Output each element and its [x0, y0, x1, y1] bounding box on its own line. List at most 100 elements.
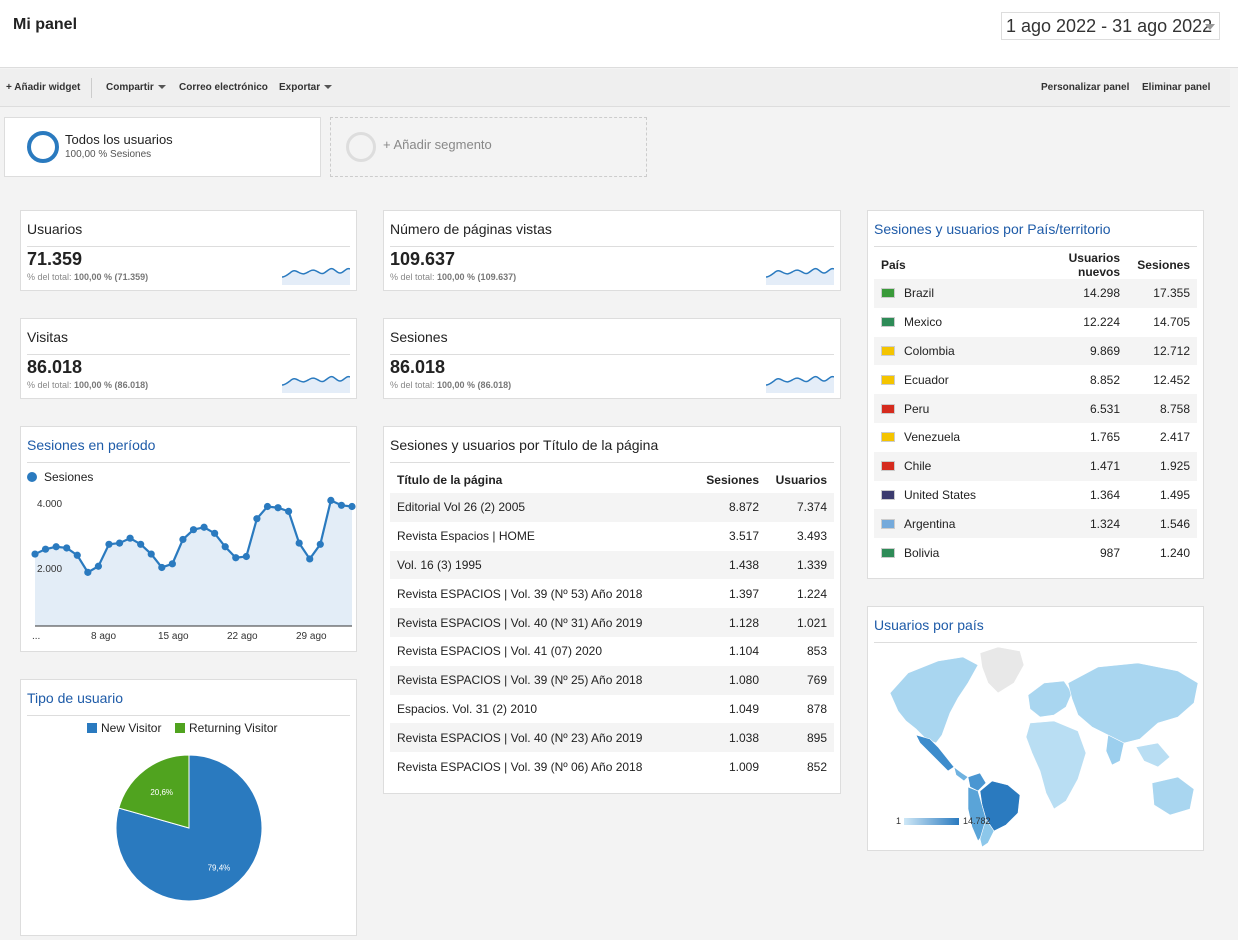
share-menu-button[interactable]: Compartir [106, 82, 166, 93]
metric-total-value: 100,00 % (86.018) [74, 380, 149, 390]
pages-table: Título de la página Sesiones Usuarios Ed… [390, 467, 834, 781]
page-title-cell[interactable]: Revista ESPACIOS | Vol. 41 (07) 2020 [397, 644, 602, 659]
page-title-cell[interactable]: Revista ESPACIOS | Vol. 39 (Nº 06) Año 2… [397, 759, 643, 774]
country-name[interactable]: Chile [904, 459, 932, 474]
data-point [105, 540, 113, 548]
metric-title: Sesiones [390, 329, 448, 345]
toolbar: + Añadir widget Compartir Correo electró… [0, 69, 1230, 107]
legend-swatch [87, 723, 97, 733]
chart-title: Sesiones en período [27, 437, 156, 453]
data-point [31, 550, 39, 558]
metric-total: % del total: 100,00 % (71.359) [27, 272, 148, 282]
data-point [115, 539, 124, 547]
page-title-cell[interactable]: Revista ESPACIOS | Vol. 40 (Nº 31) Año 2… [390, 608, 696, 637]
column-header[interactable]: Usuarios [775, 473, 827, 487]
data-point [94, 562, 102, 570]
country-name[interactable]: Colombia [904, 343, 955, 358]
pie-slice-label: 79,4% [208, 864, 231, 873]
column-header[interactable]: País [881, 258, 906, 272]
africa-region [1025, 720, 1087, 810]
metric-value: 71.359 [27, 249, 83, 269]
world-map[interactable]: 1 14.782 [868, 643, 1203, 848]
export-menu-button[interactable]: Exportar [279, 82, 333, 93]
data-point [348, 502, 356, 511]
table-row: Argentina 1.324 1.546 [874, 509, 1197, 539]
sessions-cell: 1.925 [1127, 451, 1197, 481]
divider [27, 246, 350, 247]
pie-slice[interactable] [118, 754, 190, 829]
pie-slice-label: 20,6% [150, 788, 173, 797]
country-name[interactable]: Ecuador [904, 372, 949, 387]
chevron-down-icon [1205, 24, 1215, 30]
toolbar-divider [91, 78, 92, 98]
page-title-cell[interactable]: Vol. 16 (3) 1995 [390, 550, 696, 580]
share-label: Compartir [106, 82, 154, 93]
x-tick-label: ... [32, 631, 40, 642]
sessions-cell: 1.240 [1159, 545, 1190, 560]
segment-all-users[interactable]: Todos los usuarios 100,00 % Sesiones [4, 117, 321, 177]
new-users-cell: 8.852 [1089, 372, 1120, 387]
table-row: Editorial Vol 26 (2) 2005 8.872 7.374 [390, 493, 834, 522]
sparkline [766, 375, 834, 393]
users-cell: 1.021 [766, 608, 834, 637]
metric-total-prefix: % del total: [27, 380, 75, 390]
north-america-region [889, 656, 979, 744]
greenland-region [979, 646, 1025, 694]
new-users-cell: 1.364 [1089, 487, 1120, 502]
column-header[interactable]: Sesiones [1137, 258, 1190, 272]
users-cell: 769 [766, 665, 834, 695]
page-title-cell[interactable]: Revista ESPACIOS | Vol. 39 (Nº 53) Año 2… [397, 586, 643, 601]
page-title-cell[interactable]: Revista Espacios | HOME [397, 529, 535, 544]
page-title-cell[interactable]: Revista ESPACIOS | Vol. 39 (Nº 25) Año 2… [390, 665, 696, 695]
sparkline [282, 375, 350, 393]
country-name[interactable]: Venezuela [904, 430, 961, 445]
country-name[interactable]: Peru [904, 401, 930, 416]
map-title: Usuarios por país [874, 617, 984, 633]
metric-total: % del total: 100,00 % (109.637) [390, 272, 516, 282]
data-point [274, 504, 282, 512]
country-name[interactable]: Argentina [904, 516, 956, 531]
table-row: Mexico 12.224 14.705 [874, 308, 1197, 337]
delete-dashboard-button[interactable]: Eliminar panel [1142, 82, 1211, 93]
map-card: Usuarios por país 1 14.782 [867, 606, 1204, 851]
sessions-chart-card: Sesiones en período Sesiones 4.000 2.000… [20, 426, 357, 652]
table-row: Espacios. Vol. 31 (2) 2010 1.049 878 [390, 695, 834, 724]
page-title-cell[interactable]: Editorial Vol 26 (2) 2005 [390, 493, 696, 522]
header: Mi panel 1 ago 2022 - 31 ago 2022 [0, 0, 1238, 68]
y-tick-label: 2.000 [37, 564, 62, 575]
email-button[interactable]: Correo electrónico [179, 82, 268, 93]
customize-dashboard-button[interactable]: Personalizar panel [1041, 82, 1130, 93]
country-name[interactable]: Mexico [904, 315, 943, 330]
users-cell: 852 [806, 759, 827, 774]
add-segment-button[interactable]: + Añadir segmento [330, 117, 647, 177]
date-range-picker[interactable]: 1 ago 2022 - 31 ago 2022 [1001, 12, 1220, 40]
country-name[interactable]: Bolivia [904, 545, 940, 560]
argentina-flag-icon [881, 518, 895, 529]
data-point [63, 544, 71, 552]
page-title-cell[interactable]: Espacios. Vol. 31 (2) 2010 [397, 701, 538, 716]
table-row: Revista ESPACIOS | Vol. 41 (07) 2020 1.10… [390, 637, 834, 666]
asia-region [1067, 662, 1199, 744]
data-point [337, 501, 346, 509]
segment-subtitle: 100,00 % Sesiones [65, 149, 152, 160]
table-row: Revista ESPACIOS | Vol. 39 (Nº 06) Año 2… [390, 752, 834, 781]
sessions-cell: 14.705 [1153, 315, 1190, 330]
bolivia-flag-icon [881, 547, 895, 558]
data-point [232, 554, 240, 562]
metric-card-usuarios: Usuarios 71.359 % del total: 100,00 % (7… [20, 210, 357, 291]
sessions-cell: 3.517 [728, 529, 759, 544]
ecuador-flag-icon [881, 374, 895, 385]
country-name[interactable]: United States [904, 487, 977, 502]
data-point [147, 550, 155, 558]
legend-item: Returning Visitor [175, 721, 278, 735]
column-header[interactable]: Título de la página [397, 473, 503, 487]
add-widget-button[interactable]: + Añadir widget [6, 82, 81, 93]
column-header[interactable]: Sesiones [706, 473, 759, 487]
column-header[interactable]: Usuarios nuevos [1068, 251, 1120, 279]
country-name[interactable]: Brazil [904, 286, 935, 301]
page-title-cell[interactable]: Revista ESPACIOS | Vol. 40 (Nº 23) Año 2… [390, 723, 696, 753]
peru-flag-icon [881, 403, 895, 414]
pie-slice[interactable] [115, 754, 263, 902]
sparkline [282, 267, 350, 285]
divider [874, 642, 1197, 643]
